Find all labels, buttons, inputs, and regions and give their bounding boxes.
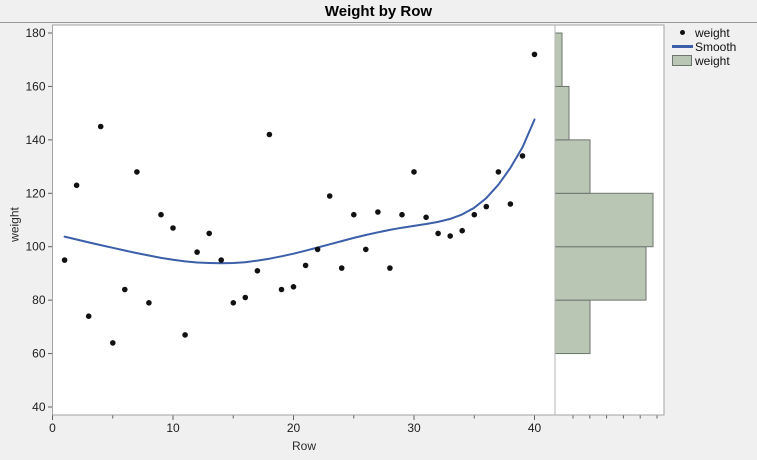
histogram-bar[interactable] xyxy=(554,246,647,301)
data-point[interactable] xyxy=(471,211,478,218)
data-point[interactable] xyxy=(110,340,116,346)
data-point[interactable] xyxy=(182,332,188,338)
plot-frame xyxy=(52,24,665,416)
data-point[interactable] xyxy=(278,286,285,293)
histogram-bar[interactable] xyxy=(554,85,570,141)
data-point[interactable] xyxy=(363,246,369,253)
y-tick-label: 60 xyxy=(32,347,46,361)
data-point[interactable] xyxy=(218,257,224,263)
data-point[interactable] xyxy=(351,211,357,218)
y-tick-label: 100 xyxy=(25,240,45,254)
legend-label: weight xyxy=(695,53,730,68)
data-point[interactable] xyxy=(170,225,176,231)
legend-label: weight xyxy=(695,25,730,40)
data-point[interactable] xyxy=(387,265,393,271)
data-point[interactable] xyxy=(254,268,261,274)
data-point[interactable] xyxy=(242,294,249,301)
legend-item-smooth[interactable]: Smooth xyxy=(669,39,737,54)
x-tick-label: 30 xyxy=(407,421,421,435)
legend: weight Smooth weight xyxy=(669,25,737,68)
x-axis-title: Row xyxy=(291,439,316,453)
data-point[interactable] xyxy=(483,203,490,210)
data-point[interactable] xyxy=(459,227,466,234)
report-title-bar: Weight by Row xyxy=(0,0,757,23)
data-point[interactable] xyxy=(61,257,68,263)
histogram-bar[interactable] xyxy=(554,192,654,248)
x-tick-label: 40 xyxy=(528,421,542,435)
data-point[interactable] xyxy=(326,193,333,199)
y-tick-label: 40 xyxy=(32,400,46,414)
data-point[interactable] xyxy=(447,233,454,239)
data-point[interactable] xyxy=(230,300,237,306)
x-tick-label: 20 xyxy=(287,421,301,435)
data-point[interactable] xyxy=(290,284,297,290)
data-point[interactable] xyxy=(338,265,345,271)
data-point[interactable] xyxy=(531,51,538,58)
y-tick-label: 160 xyxy=(25,79,45,93)
data-point[interactable] xyxy=(266,131,273,138)
data-point[interactable] xyxy=(399,211,405,218)
histogram-bar[interactable] xyxy=(554,32,563,87)
histogram-bar[interactable] xyxy=(554,299,591,355)
data-point[interactable] xyxy=(146,300,152,306)
y-axis-title: weight xyxy=(7,207,22,242)
x-tick-label: 10 xyxy=(166,421,180,435)
data-point[interactable] xyxy=(73,182,80,189)
data-point[interactable] xyxy=(435,230,441,237)
data-point[interactable] xyxy=(411,169,417,175)
legend-item-points[interactable]: weight xyxy=(669,25,736,40)
data-point[interactable] xyxy=(495,169,502,175)
data-point[interactable] xyxy=(158,211,164,218)
box-marker-icon xyxy=(669,55,695,66)
y-tick-label: 140 xyxy=(25,133,45,147)
y-tick-label: 180 xyxy=(25,26,45,40)
data-point[interactable] xyxy=(97,123,104,130)
chart-title: Weight by Row xyxy=(324,2,433,20)
legend-label: Smooth xyxy=(695,39,737,54)
data-point[interactable] xyxy=(519,153,526,159)
y-tick-label: 120 xyxy=(25,186,45,200)
data-point[interactable] xyxy=(85,313,92,320)
data-point[interactable] xyxy=(507,201,514,207)
line-marker-icon xyxy=(669,45,695,48)
y-tick-label: 80 xyxy=(32,293,46,307)
data-point[interactable] xyxy=(302,262,309,269)
data-point[interactable] xyxy=(194,249,200,255)
smooth-curve[interactable] xyxy=(63,118,536,265)
x-tick-label: 0 xyxy=(49,421,56,435)
data-point[interactable] xyxy=(375,209,381,215)
legend-item-histogram[interactable]: weight xyxy=(669,53,736,68)
data-point[interactable] xyxy=(134,169,140,175)
plot-canvas[interactable]: 40 60 80 100 120 140 160 180 0 10 20 30 40 xyxy=(0,22,757,460)
histogram-bar[interactable] xyxy=(554,139,591,194)
data-point[interactable] xyxy=(314,246,321,253)
data-point[interactable] xyxy=(206,230,212,237)
data-point[interactable] xyxy=(423,214,429,221)
data-point[interactable] xyxy=(122,286,128,293)
point-marker-icon xyxy=(669,30,695,35)
